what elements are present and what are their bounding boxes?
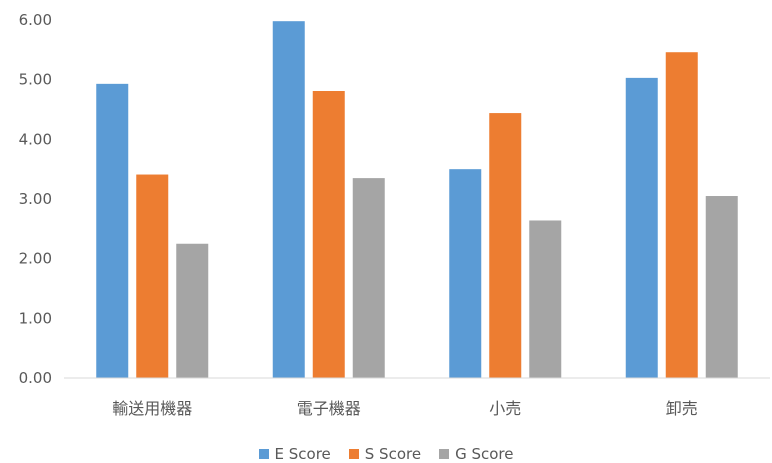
legend-label: G Score — [455, 445, 514, 463]
bar-g-score — [705, 196, 738, 378]
bar-s-score — [136, 174, 169, 378]
bar-s-score — [312, 91, 345, 379]
bar-s-score — [489, 113, 522, 378]
y-tick-label: 5.00 — [19, 71, 52, 89]
x-axis-categories: 輸送用機器 電子機器 小売 卸売 — [112, 399, 698, 418]
y-tick-label: 1.00 — [19, 309, 52, 327]
x-category-label: 小売 — [489, 399, 521, 418]
legend-swatch — [258, 449, 269, 459]
x-category-label: 電子機器 — [297, 399, 361, 418]
y-tick-label: 0.00 — [19, 369, 52, 387]
y-axis-ticks: 0.00 1.00 2.00 3.00 4.00 5.00 6.00 — [19, 11, 52, 387]
y-tick-label: 2.00 — [19, 250, 52, 268]
legend-item: E Score — [258, 445, 331, 463]
bar-e-score — [625, 77, 658, 379]
legend-swatch — [348, 449, 359, 459]
bar-e-score — [96, 83, 129, 379]
legend-item: S Score — [348, 445, 422, 463]
bar-chart: 0.00 1.00 2.00 3.00 4.00 5.00 6.00 輸送用機器 電子機器 小売… — [19, 11, 770, 418]
bar-e-score — [449, 169, 482, 378]
legend: E Score S Score G Score — [0, 445, 772, 463]
y-tick-label: 6.00 — [19, 11, 52, 29]
legend-swatch — [439, 449, 450, 459]
legend-label: E Score — [274, 445, 331, 463]
bar-e-score — [272, 21, 305, 379]
x-category-label: 卸売 — [666, 399, 698, 418]
y-tick-label: 4.00 — [19, 130, 52, 148]
x-category-label: 輸送用機器 — [112, 399, 192, 418]
bar-s-score — [665, 52, 698, 378]
bar-g-score — [529, 220, 562, 378]
legend-item: G Score — [439, 445, 513, 463]
legend-label: S Score — [364, 445, 422, 463]
bar-g-score — [176, 243, 209, 378]
bars — [96, 21, 738, 379]
bar-g-score — [352, 178, 385, 378]
y-tick-label: 3.00 — [19, 190, 52, 208]
